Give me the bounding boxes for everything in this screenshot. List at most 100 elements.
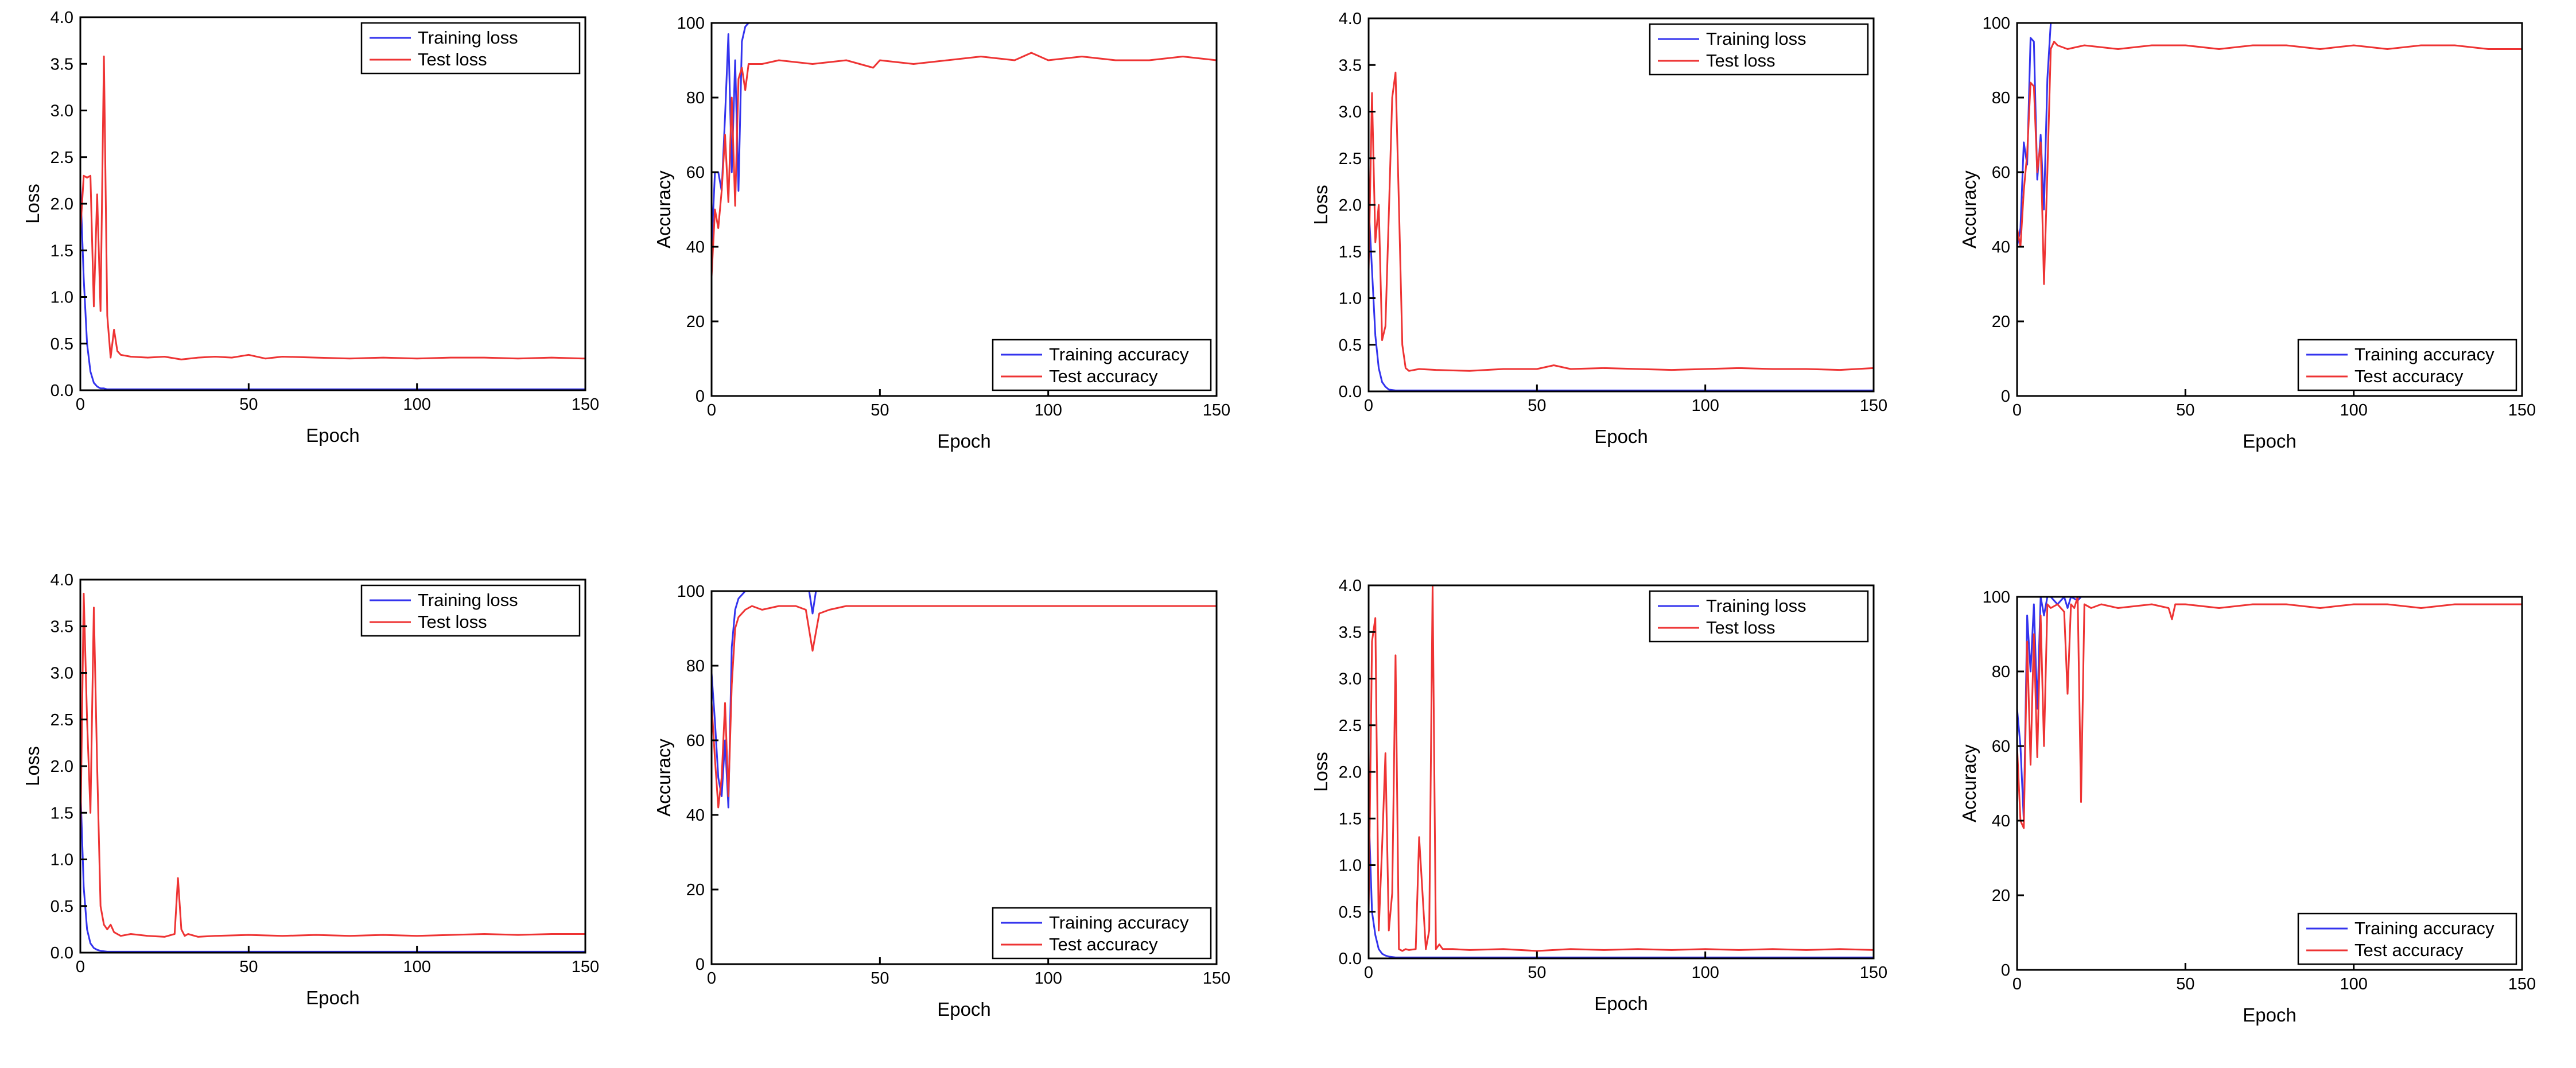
y-tick-label: 0 bbox=[2001, 387, 2010, 406]
test-series-line bbox=[80, 55, 585, 360]
x-tick-label: 50 bbox=[871, 969, 889, 988]
y-tick-label: 60 bbox=[1992, 164, 2010, 182]
y-tick-label: 1.0 bbox=[1339, 290, 1362, 308]
legend-label: Training accuracy bbox=[1049, 912, 1189, 933]
legend-label: Training accuracy bbox=[1049, 344, 1189, 364]
y-tick-label: 80 bbox=[686, 657, 705, 675]
y-tick-label: 0.5 bbox=[50, 898, 73, 916]
training-series-line bbox=[1369, 809, 1874, 958]
y-tick-label: 4.0 bbox=[1339, 10, 1362, 28]
chart-loss-c: 0 50 100 150 0.0 0.5 1.0 1.5 2.0 2.5 3.0 3.5 4.0 Epoc… bbox=[17, 568, 603, 1030]
test-series-line bbox=[2017, 41, 2522, 285]
y-tick-label: 20 bbox=[686, 313, 705, 331]
y-axis-title: Loss bbox=[1310, 752, 1331, 792]
y-tick-label: 0 bbox=[2001, 961, 2010, 980]
y-axis-title: Accuracy bbox=[653, 739, 674, 817]
legend-box bbox=[2297, 339, 2517, 391]
legend-label: Test accuracy bbox=[2354, 366, 2464, 386]
y-tick-label: 20 bbox=[1992, 887, 2010, 905]
y-tick-label: 3.0 bbox=[1339, 670, 1362, 689]
legend-box bbox=[1649, 590, 1869, 643]
chart-acc-b: 0 50 100 150 0 20 40 60 80 100 Epoch Accuracy Traini… bbox=[1954, 11, 2539, 473]
y-tick-label: 4.0 bbox=[50, 571, 73, 589]
x-tick-label: 0 bbox=[707, 969, 716, 988]
y-tick-label: 0.5 bbox=[1339, 336, 1362, 355]
x-tick-label: 50 bbox=[239, 395, 258, 414]
x-tick-label: 100 bbox=[1034, 401, 1062, 420]
training-series-line bbox=[712, 22, 1217, 247]
x-tick-label: 0 bbox=[707, 401, 716, 420]
legend-label: Training loss bbox=[1706, 29, 1806, 49]
chart-loss-b: 0 50 100 150 0.0 0.5 1.0 1.5 2.0 2.5 3.0 3.5 4.0 Epoc… bbox=[1306, 7, 1891, 469]
x-tick-label: 0 bbox=[2012, 401, 2022, 420]
x-tick-label: 100 bbox=[1034, 969, 1062, 988]
x-tick-label: 50 bbox=[2176, 401, 2194, 420]
legend-label: Test accuracy bbox=[2354, 940, 2464, 960]
legend-label: Training loss bbox=[418, 28, 518, 48]
training-series-line bbox=[712, 590, 1217, 809]
legend-box bbox=[992, 907, 1212, 960]
legend-label: Test accuracy bbox=[1049, 934, 1158, 954]
test-series-line bbox=[1369, 584, 1874, 952]
chart-svg: 0 50 100 150 0 20 40 60 80 100 Epoch Accuracy Traini… bbox=[1959, 588, 2536, 1026]
y-tick-label: 80 bbox=[1992, 663, 2010, 681]
x-tick-label: 100 bbox=[1691, 964, 1719, 982]
y-tick-label: 2.0 bbox=[50, 758, 73, 776]
chart-loss-d: 0 50 100 150 0.0 0.5 1.0 1.5 2.0 2.5 3.0 3.5 4.0 Epoc… bbox=[1306, 574, 1891, 1036]
x-tick-label: 150 bbox=[1860, 964, 1887, 982]
legend-label: Training accuracy bbox=[2354, 918, 2495, 938]
y-tick-label: 4.0 bbox=[1339, 577, 1362, 595]
y-tick-label: 3.5 bbox=[1339, 623, 1362, 642]
x-tick-label: 150 bbox=[1203, 969, 1230, 988]
y-tick-label: 1.5 bbox=[1339, 243, 1362, 261]
y-axis-title: Accuracy bbox=[1959, 170, 1980, 248]
y-tick-label: 3.0 bbox=[50, 665, 73, 683]
y-tick-label: 1.5 bbox=[50, 242, 73, 260]
training-series-line bbox=[80, 785, 585, 953]
x-tick-label: 50 bbox=[2176, 975, 2194, 993]
chart-svg: 0 50 100 150 0.0 0.5 1.0 1.5 2.0 2.5 3.0 3.5 4.0 Epoc… bbox=[1310, 10, 1887, 447]
chart-loss-a: 0 50 100 150 0.0 0.5 1.0 1.5 2.0 2.5 3.0 3.5 4.0 Epoc… bbox=[17, 6, 603, 468]
legend-box bbox=[360, 22, 581, 75]
y-tick-label: 0.5 bbox=[1339, 903, 1362, 922]
y-tick-label: 80 bbox=[1992, 89, 2010, 107]
x-axis-title: Epoch bbox=[937, 999, 991, 1020]
x-tick-label: 150 bbox=[2508, 401, 2536, 420]
x-tick-label: 150 bbox=[2508, 975, 2536, 993]
y-tick-label: 0 bbox=[696, 387, 705, 406]
legend-box bbox=[1649, 23, 1869, 76]
y-tick-label: 0.0 bbox=[1339, 383, 1362, 401]
y-tick-label: 2.0 bbox=[1339, 196, 1362, 215]
x-tick-label: 100 bbox=[1691, 397, 1719, 415]
test-series-line bbox=[80, 592, 585, 938]
y-tick-label: 3.5 bbox=[50, 55, 73, 73]
y-tick-label: 1.0 bbox=[1339, 857, 1362, 875]
plot-frame bbox=[2016, 22, 2523, 397]
y-tick-label: 0 bbox=[696, 956, 705, 974]
x-axis-title: Epoch bbox=[306, 425, 360, 446]
y-tick-label: 2.5 bbox=[1339, 717, 1362, 735]
y-tick-label: 60 bbox=[686, 732, 705, 750]
y-tick-label: 2.5 bbox=[1339, 150, 1362, 168]
plot-frame bbox=[710, 590, 1218, 965]
y-axis-title: Accuracy bbox=[1959, 744, 1980, 822]
x-axis-title: Epoch bbox=[1594, 993, 1648, 1014]
y-tick-label: 1.5 bbox=[50, 804, 73, 822]
legend-box bbox=[2297, 912, 2517, 965]
plot-frame bbox=[2016, 596, 2523, 971]
x-axis-title: Epoch bbox=[2243, 430, 2297, 452]
y-tick-label: 100 bbox=[1983, 588, 2010, 607]
test-series-line bbox=[2017, 596, 2522, 829]
legend-label: Test loss bbox=[1706, 618, 1775, 638]
x-tick-label: 50 bbox=[871, 401, 889, 420]
x-tick-label: 100 bbox=[403, 958, 430, 976]
y-tick-label: 3.0 bbox=[1339, 103, 1362, 122]
y-axis-title: Loss bbox=[1310, 185, 1331, 225]
x-tick-label: 100 bbox=[403, 395, 430, 414]
